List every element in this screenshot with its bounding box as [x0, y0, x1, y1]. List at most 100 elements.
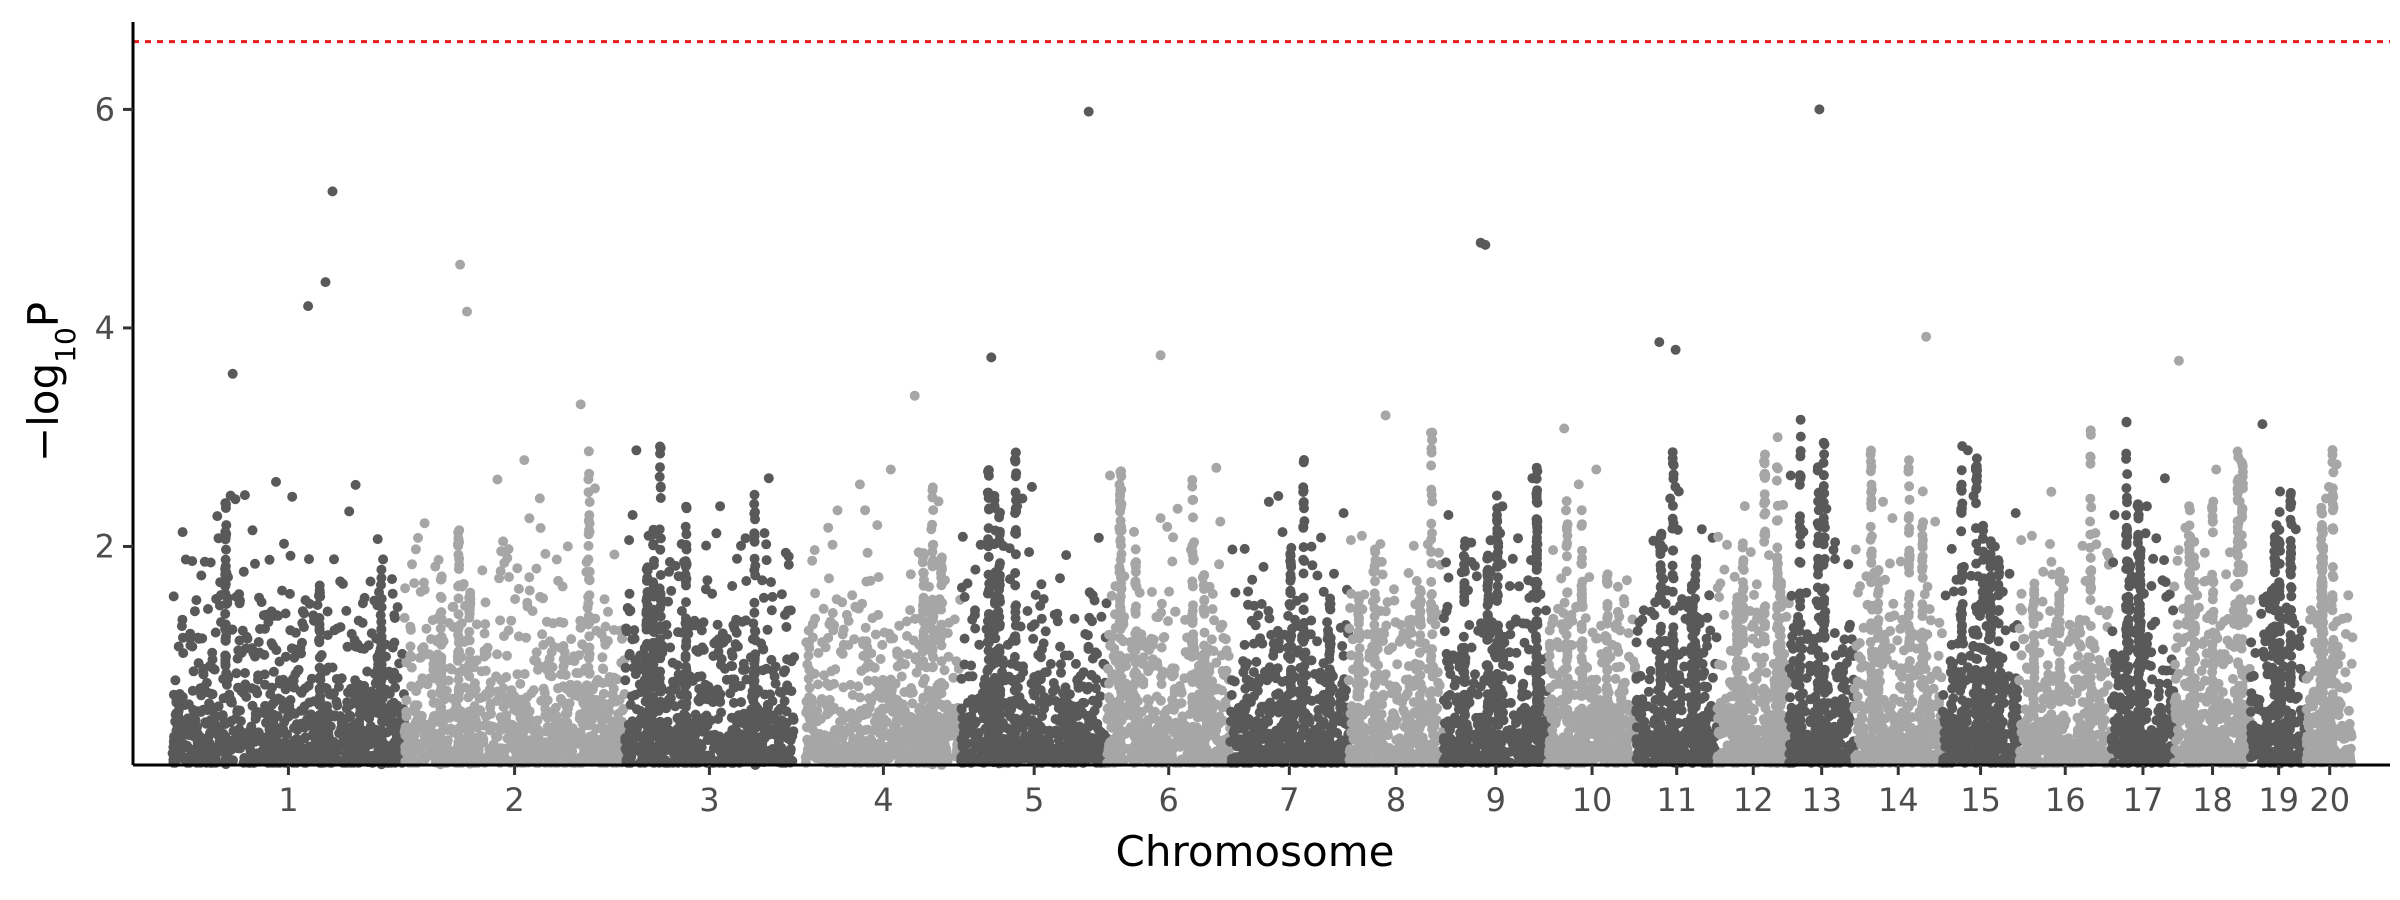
snp-point	[641, 667, 652, 678]
snp-point	[928, 610, 939, 621]
snp-point	[904, 686, 915, 696]
snp-point	[1198, 603, 1209, 614]
snp-point	[207, 647, 218, 658]
snp-point	[604, 706, 615, 717]
snp-point	[624, 535, 635, 546]
snp-point	[655, 493, 666, 503]
snp-point	[762, 624, 773, 635]
snp-point	[573, 738, 584, 749]
snp-point	[918, 616, 929, 626]
snp-point	[400, 730, 411, 741]
snp-point	[522, 692, 533, 703]
snp-point	[872, 678, 883, 689]
snp-point	[1011, 495, 1021, 506]
snp-point	[247, 643, 257, 654]
snp-point	[564, 698, 575, 709]
snp-point	[365, 576, 376, 587]
snp-point	[698, 644, 709, 655]
snp-point	[390, 682, 401, 693]
snp-point	[1082, 630, 1093, 641]
snp-point	[1221, 645, 1232, 656]
snp-point	[708, 697, 718, 708]
snp-point	[1074, 748, 1085, 759]
snp-point	[761, 720, 772, 731]
snp-point	[584, 709, 595, 720]
snp-point	[479, 628, 490, 639]
snp-point	[936, 680, 947, 691]
snp-point	[454, 743, 465, 754]
snp-point	[255, 624, 265, 634]
snp-point	[349, 682, 360, 693]
snp-point	[571, 668, 582, 678]
snp-point	[681, 503, 692, 514]
snp-point	[918, 751, 929, 762]
snp-point	[546, 671, 557, 682]
snp-point	[983, 551, 994, 562]
snp-point	[221, 544, 231, 555]
snp-point	[329, 554, 339, 565]
snp-point	[785, 605, 796, 616]
snp-point	[1199, 659, 1209, 670]
snp-point	[510, 594, 521, 605]
snp-point	[187, 556, 198, 567]
snp-point	[718, 753, 729, 764]
snp-point	[927, 519, 938, 530]
snp-point	[1010, 684, 1021, 695]
snp-point	[512, 669, 523, 680]
snp-point	[843, 616, 854, 626]
snp-point	[872, 520, 883, 531]
snp-point	[200, 717, 211, 728]
snp-point	[375, 651, 386, 662]
snp-point	[454, 682, 465, 693]
snp-point	[495, 615, 506, 626]
snp-point	[506, 615, 517, 626]
snp-point	[387, 708, 398, 719]
snp-point	[654, 729, 665, 740]
snp-point	[220, 498, 231, 509]
snp-point	[766, 654, 777, 665]
snp-point	[304, 554, 314, 565]
snp-point	[786, 686, 797, 697]
snp-point	[1146, 740, 1157, 751]
snp-point	[376, 644, 386, 655]
snp-point	[829, 678, 839, 689]
snp-point	[544, 723, 555, 734]
snp-point	[770, 715, 781, 726]
snp-point	[603, 728, 614, 738]
snp-point	[399, 612, 410, 623]
snp-point	[824, 573, 834, 584]
snp-point	[712, 619, 723, 630]
snp-point	[477, 733, 488, 744]
snp-point	[465, 646, 475, 657]
snp-point	[376, 700, 387, 711]
snp-point	[629, 633, 640, 644]
snp-point	[927, 594, 938, 605]
snp-point	[408, 703, 419, 714]
snp-point	[191, 595, 202, 606]
snp-point	[1214, 559, 1225, 570]
snp-point	[597, 678, 608, 688]
snp-point	[436, 593, 447, 603]
snp-point	[477, 565, 488, 576]
snp-point	[220, 588, 231, 599]
snp-point	[453, 609, 464, 620]
snp-point	[869, 662, 880, 673]
snp-point	[1024, 731, 1035, 741]
snp-point	[259, 649, 270, 660]
snp-point	[349, 727, 359, 738]
snp-point	[250, 651, 260, 662]
snp-point	[641, 685, 652, 696]
snp-point	[665, 685, 676, 696]
snp-point	[584, 590, 595, 601]
snp-point	[453, 704, 464, 715]
snp-point	[1055, 641, 1066, 652]
snp-point	[1116, 484, 1127, 495]
snp-point	[870, 629, 881, 640]
snp-point	[182, 713, 193, 724]
snp-point	[389, 667, 400, 678]
snp-point	[1029, 690, 1040, 701]
snp-point	[819, 670, 829, 681]
snp-point	[210, 627, 221, 638]
snp-point	[785, 744, 796, 755]
snp-point	[1092, 745, 1103, 756]
